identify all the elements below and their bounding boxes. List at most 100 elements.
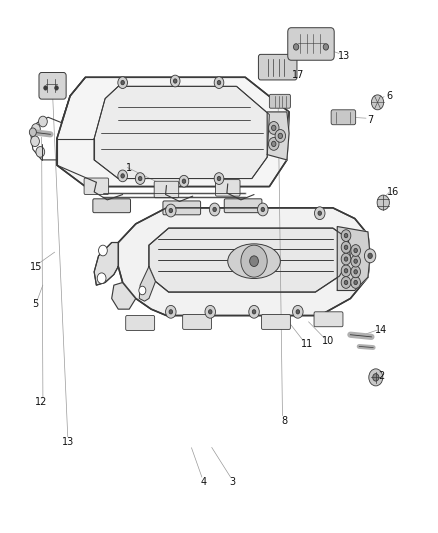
Circle shape [341,277,351,288]
Polygon shape [94,86,269,179]
Text: 3: 3 [229,478,235,487]
Polygon shape [149,228,350,292]
Circle shape [29,128,36,136]
Circle shape [217,80,221,85]
Circle shape [373,374,379,381]
Text: 12: 12 [35,398,48,407]
Circle shape [36,147,45,157]
FancyBboxPatch shape [258,54,297,80]
Circle shape [278,133,283,139]
Ellipse shape [228,244,280,279]
FancyBboxPatch shape [126,316,155,330]
FancyBboxPatch shape [183,314,212,329]
FancyBboxPatch shape [261,314,290,329]
Circle shape [173,79,177,83]
Text: 7: 7 [367,115,373,125]
Circle shape [354,259,357,263]
Text: 1: 1 [126,163,132,173]
Polygon shape [139,266,155,301]
Circle shape [318,211,321,215]
Circle shape [166,204,176,217]
Circle shape [135,173,145,184]
Circle shape [170,75,180,87]
Circle shape [354,280,357,285]
Circle shape [182,179,186,183]
Circle shape [118,170,127,182]
Circle shape [344,245,348,249]
Circle shape [209,203,220,216]
FancyBboxPatch shape [269,94,290,108]
Circle shape [371,95,384,110]
Circle shape [214,77,224,88]
Text: 13: 13 [62,438,74,447]
Circle shape [258,203,268,216]
Circle shape [118,77,127,88]
Circle shape [369,369,383,386]
Text: 5: 5 [32,299,38,309]
Text: 13: 13 [338,51,350,61]
Circle shape [354,248,357,253]
FancyBboxPatch shape [93,199,131,213]
Circle shape [341,230,351,241]
Circle shape [344,269,348,273]
Circle shape [272,141,276,147]
FancyBboxPatch shape [154,181,179,198]
Text: 16: 16 [387,187,399,197]
Text: 4: 4 [201,478,207,487]
Circle shape [314,207,325,220]
Circle shape [351,245,360,256]
Circle shape [179,175,189,187]
FancyBboxPatch shape [84,178,109,195]
Circle shape [344,280,348,285]
Polygon shape [267,112,289,160]
Circle shape [121,80,124,85]
FancyBboxPatch shape [215,180,240,196]
Circle shape [323,44,328,50]
Polygon shape [337,227,370,290]
FancyBboxPatch shape [163,201,201,215]
Text: 2: 2 [378,371,384,381]
Circle shape [252,310,256,314]
FancyBboxPatch shape [224,199,262,213]
FancyBboxPatch shape [331,110,356,125]
Circle shape [354,270,357,274]
Circle shape [166,305,176,318]
Polygon shape [112,282,136,309]
Circle shape [344,257,348,261]
Circle shape [351,277,360,288]
Text: 8: 8 [282,416,288,426]
FancyBboxPatch shape [39,72,66,99]
Circle shape [249,305,259,318]
Circle shape [351,255,360,267]
Circle shape [97,273,106,284]
Circle shape [368,253,372,259]
Polygon shape [94,243,118,285]
Circle shape [169,208,173,213]
Circle shape [268,138,279,150]
Circle shape [213,207,216,212]
Circle shape [39,116,47,127]
Circle shape [296,310,300,314]
Circle shape [293,305,303,318]
Circle shape [241,245,267,277]
Circle shape [31,136,39,147]
Circle shape [272,125,276,131]
FancyBboxPatch shape [314,312,343,327]
Circle shape [208,310,212,314]
Text: 17: 17 [292,70,304,79]
Text: 15: 15 [30,262,42,271]
Text: 10: 10 [322,336,335,346]
Circle shape [351,266,360,278]
Circle shape [377,195,389,210]
Circle shape [99,245,107,256]
Text: 11: 11 [300,339,313,349]
Circle shape [138,176,142,181]
Circle shape [44,86,47,90]
Text: 6: 6 [387,91,393,101]
Circle shape [214,173,224,184]
Circle shape [261,207,265,212]
Circle shape [268,122,279,134]
Circle shape [217,176,221,181]
Circle shape [139,286,146,295]
Circle shape [341,253,351,265]
